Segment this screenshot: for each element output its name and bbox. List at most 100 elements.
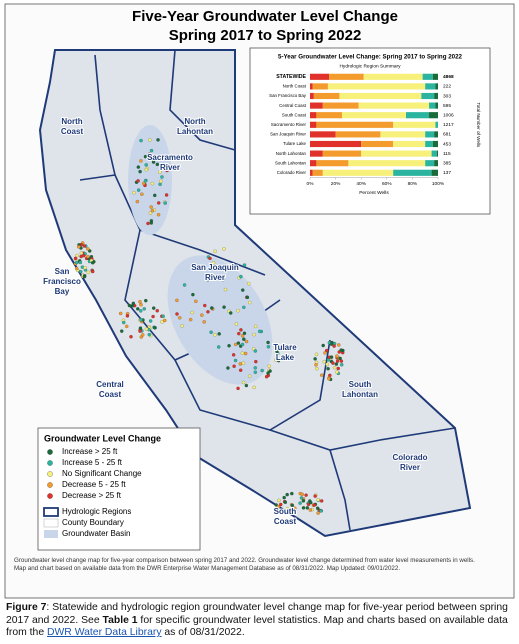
well-dot: [142, 181, 146, 186]
bar-segment: [310, 112, 317, 119]
legend-swatch: [47, 460, 53, 466]
well-dot: [300, 492, 304, 497]
well-dot: [139, 138, 143, 143]
well-dot: [135, 199, 140, 204]
legend-label: Increase 5 - 25 ft: [62, 458, 123, 467]
region-label: Lake: [276, 353, 295, 362]
category-label: Central Coast: [279, 103, 307, 108]
well-dot: [308, 508, 313, 512]
well-dot: [175, 298, 179, 303]
bar-segment: [310, 160, 317, 167]
region-label: Coast: [99, 390, 122, 399]
region-label: River: [160, 163, 180, 172]
well-dot: [290, 491, 294, 496]
well-dot: [222, 247, 226, 251]
well-dot: [276, 358, 281, 363]
legend-title: Groundwater Level Change: [44, 433, 161, 443]
well-dot: [231, 353, 236, 357]
bar-segment: [425, 83, 436, 90]
caption-link[interactable]: DWR Water Data Library: [47, 627, 162, 638]
well-dot: [161, 314, 165, 318]
well-dot: [221, 277, 225, 282]
well-dot: [148, 138, 152, 142]
well-dot: [160, 175, 164, 179]
bar-segment: [322, 102, 359, 109]
well-dot: [152, 306, 156, 310]
well-dot: [151, 160, 156, 164]
well-dot: [139, 318, 143, 322]
well-dot: [151, 314, 155, 319]
y2-axis-label: Total Number of Wells: [476, 102, 481, 148]
bar-segment: [422, 73, 433, 80]
well-dot: [315, 366, 319, 371]
well-dot: [264, 375, 269, 379]
total-label: 137: [443, 170, 451, 176]
bar-segment: [329, 73, 364, 80]
region-label: Francisco: [43, 277, 81, 286]
well-dot: [130, 304, 135, 308]
map-note: Groundwater level change map for five-ye…: [14, 557, 475, 573]
bar-segment: [393, 140, 426, 148]
bar-segment: [316, 121, 394, 128]
well-dot: [301, 499, 306, 503]
well-dot: [156, 138, 160, 142]
well-dot: [305, 506, 310, 510]
well-dot: [213, 249, 217, 254]
well-dot: [243, 351, 248, 356]
well-dot: [275, 510, 280, 514]
well-dot: [254, 359, 258, 364]
well-dot: [319, 509, 323, 513]
well-dot: [335, 359, 340, 363]
bar-segment: [429, 102, 436, 109]
well-dot: [241, 288, 245, 292]
title: Spring 2017 to Spring 2022: [169, 27, 362, 44]
legend-label: No Significant Change: [62, 469, 142, 478]
x-tick-label: 40%: [356, 181, 366, 187]
bar-segment: [421, 92, 435, 100]
well-dot: [139, 159, 143, 163]
well-dot: [236, 341, 241, 345]
well-dot: [127, 303, 132, 308]
well-dot: [140, 192, 144, 196]
bar-segment: [310, 131, 336, 138]
well-dot: [234, 322, 239, 326]
category-label: STATEWIDE: [276, 74, 306, 80]
bar-segment: [431, 169, 438, 176]
well-dot: [159, 179, 163, 184]
legend-frame: [37, 427, 201, 551]
bar-segment: [322, 150, 362, 157]
legend-swatch: [43, 507, 59, 517]
bar-segment: [393, 121, 436, 128]
well-dot: [79, 269, 83, 274]
region-label: North: [184, 117, 205, 126]
well-dot: [236, 386, 240, 391]
bar-segment: [316, 112, 342, 119]
well-dot: [82, 253, 86, 258]
well-dot: [210, 306, 214, 310]
well-dot: [279, 502, 283, 507]
total-label: 4868: [443, 74, 454, 80]
well-dot: [267, 364, 271, 368]
well-dot: [90, 269, 95, 274]
bar-segment: [361, 140, 394, 148]
total-label: 385: [443, 160, 451, 166]
region-label: South: [349, 380, 372, 389]
well-dot: [155, 162, 160, 167]
well-dot: [118, 311, 123, 316]
well-dot: [319, 499, 324, 503]
well-dot: [312, 503, 317, 507]
well-dot: [248, 300, 252, 305]
x-tick-label: 0%: [307, 181, 315, 187]
legend-label: Hydrologic Regions: [62, 507, 131, 516]
total-label: 1006: [443, 112, 454, 118]
total-label: 681: [443, 132, 451, 138]
caption-ref: Table 1: [102, 614, 138, 626]
well-dot: [178, 316, 182, 320]
well-dot: [276, 504, 281, 509]
well-dot: [125, 324, 129, 329]
well-dot: [120, 329, 124, 333]
bar-segment: [310, 169, 313, 176]
bar-segment: [342, 112, 406, 119]
well-dot: [211, 266, 216, 270]
well-dot: [240, 342, 245, 347]
